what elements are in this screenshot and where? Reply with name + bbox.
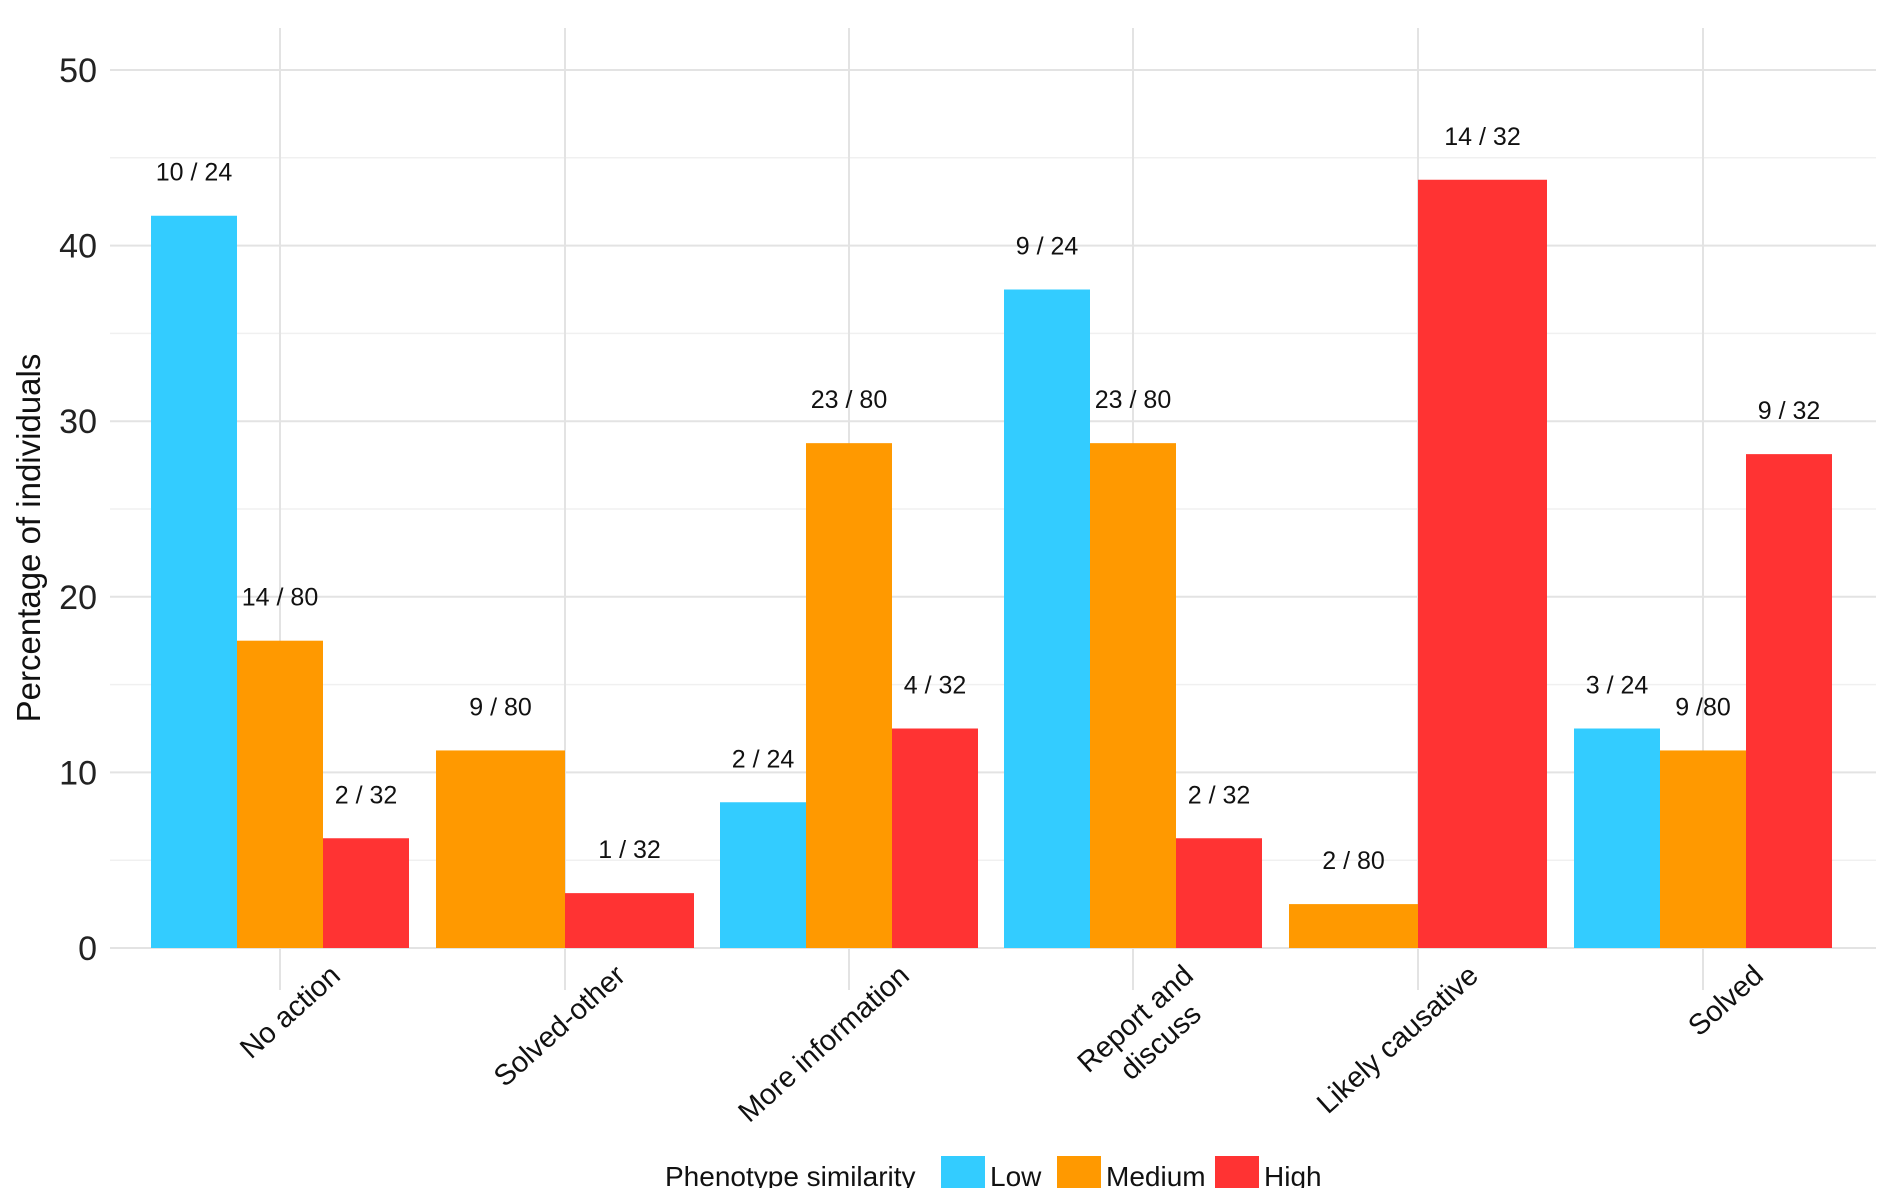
x-tick-label: Solved-other — [488, 959, 632, 1093]
data-label: 2 / 80 — [1322, 847, 1385, 875]
x-tick-label: Solved — [1682, 959, 1769, 1042]
bar-medium — [1289, 904, 1418, 948]
x-axis-ticks: No action Solved-other More information Rep… — [234, 959, 1769, 1129]
legend-title: Phenotype similarity — [665, 1161, 916, 1188]
bar-medium — [1660, 750, 1746, 948]
bar-low — [720, 802, 806, 948]
legend-label-low: Low — [990, 1161, 1042, 1188]
bar-high — [565, 893, 694, 948]
x-tick-label: Likely causative — [1311, 959, 1485, 1120]
y-axis-title: Percentage of individuals — [10, 354, 47, 723]
x-tick-label-line: Solved — [1682, 959, 1769, 1042]
x-tick-label: Report anddiscuss — [1072, 959, 1223, 1104]
x-tick-label-line: No action — [234, 959, 346, 1065]
legend-label-high: High — [1264, 1161, 1322, 1188]
legend-swatch-medium — [1057, 1156, 1101, 1188]
bar-medium — [806, 443, 892, 948]
x-tick-label-line: More information — [733, 959, 916, 1128]
y-tick-label: 0 — [78, 930, 97, 968]
bars — [151, 179, 1832, 949]
bar-high — [892, 728, 978, 948]
bar-high — [323, 838, 409, 948]
data-label: 9 / 80 — [469, 693, 532, 721]
data-label: 14 / 32 — [1444, 123, 1520, 151]
legend: Phenotype similarity Low Medium High — [665, 1156, 1322, 1188]
y-tick-label: 10 — [59, 754, 97, 792]
data-label: 10 / 24 — [156, 159, 233, 187]
x-tick-label-line: Solved-other — [488, 959, 632, 1093]
bar-low — [1574, 728, 1660, 948]
data-label: 23 / 80 — [811, 386, 887, 414]
data-label: 23 / 80 — [1095, 386, 1171, 414]
x-tick-label-line: Likely causative — [1311, 959, 1485, 1120]
bar-medium — [1090, 443, 1176, 948]
legend-swatch-low — [941, 1156, 985, 1188]
y-tick-label: 40 — [59, 228, 97, 266]
y-tick-label: 20 — [59, 579, 97, 617]
x-tick-label: No action — [234, 959, 346, 1065]
bar-medium — [436, 750, 565, 948]
bar-medium — [237, 640, 323, 948]
bar-low — [151, 215, 237, 949]
y-tick-label: 30 — [59, 403, 97, 441]
data-label: 9 / 32 — [1758, 397, 1821, 425]
data-label: 2 / 24 — [732, 745, 795, 773]
data-label: 9 / 24 — [1016, 233, 1079, 261]
bar-high — [1176, 838, 1262, 948]
data-label: 1 / 32 — [598, 836, 661, 864]
data-label: 9 /80 — [1675, 693, 1731, 721]
data-label: 4 / 32 — [904, 672, 967, 700]
data-label: 2 / 32 — [1188, 781, 1251, 809]
bar-high — [1418, 179, 1547, 948]
y-axis-ticks: 0 10 20 30 40 50 — [59, 52, 97, 968]
bar-low — [1004, 289, 1090, 948]
data-label: 2 / 32 — [335, 781, 398, 809]
bar-high — [1746, 454, 1832, 948]
x-tick-label: More information — [733, 959, 916, 1128]
legend-label-medium: Medium — [1106, 1161, 1206, 1188]
y-tick-label: 50 — [59, 52, 97, 90]
data-label: 14 / 80 — [242, 584, 318, 612]
legend-swatch-high — [1215, 1156, 1259, 1188]
data-label: 3 / 24 — [1586, 672, 1649, 700]
data-labels: 10 / 24 14 / 80 2 / 32 9 / 80 1 / 32 2 / 24 23… — [156, 123, 1821, 875]
